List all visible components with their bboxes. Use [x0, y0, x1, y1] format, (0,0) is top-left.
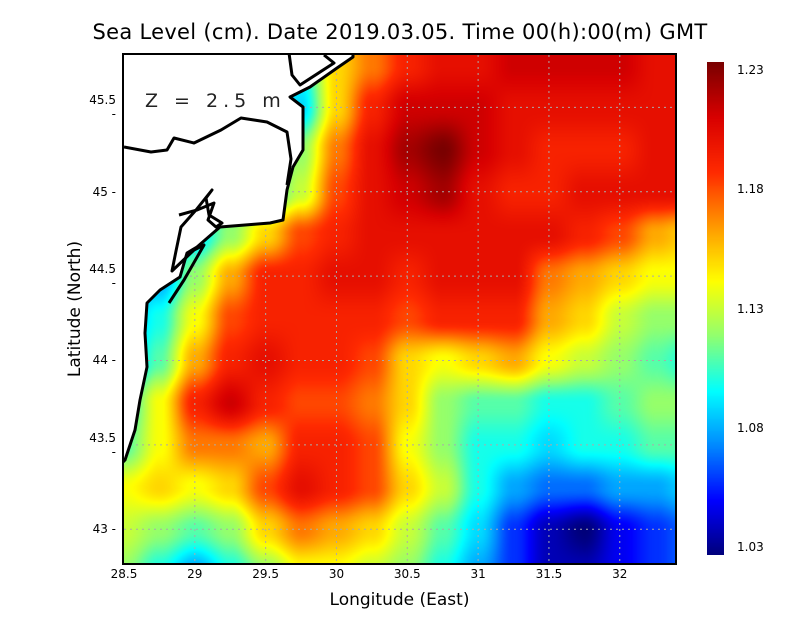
coastline-lagoon — [167, 188, 224, 304]
colorbar — [707, 62, 724, 555]
colorbar-label: 1.13 — [737, 301, 764, 316]
x-tick-label: 30.5 — [393, 567, 421, 581]
land-mass — [124, 55, 355, 464]
x-tick-label: 31.5 — [535, 567, 563, 581]
x-tick-label: 32 — [612, 567, 628, 581]
colorbar-label: 1.03 — [737, 540, 764, 554]
y-tick-label: 44.5 - — [89, 262, 116, 291]
colorbar-label: 1.18 — [737, 182, 764, 197]
map-plot-area: Z = 2.5 m — [124, 55, 675, 563]
y-tick-label: 43 - — [92, 522, 116, 537]
x-tick-label: 31 — [470, 567, 486, 581]
x-tick-label: 28.5 — [110, 567, 138, 581]
y-axis-label: Latitude (North) — [65, 240, 85, 378]
x-tick-label: 29.5 — [252, 567, 279, 581]
coastline-inlet — [287, 55, 336, 87]
map-overlay — [124, 55, 675, 563]
x-tick-label: 29 — [187, 567, 203, 581]
y-tick-label: 43.5 - — [89, 430, 116, 459]
x-axis-label: Longitude (East) — [329, 590, 470, 610]
chart-title: Sea Level (cm). Date 2019.03.05. Time 00… — [92, 20, 708, 44]
y-tick-label: 45.5 - — [89, 93, 116, 122]
colorbar-label: 1.08 — [737, 420, 764, 435]
plot-frame — [122, 53, 677, 565]
y-tick-label: 44 - — [92, 353, 116, 368]
depth-annotation: Z = 2.5 m — [145, 90, 286, 112]
coastline-lake — [124, 116, 293, 186]
x-tick-label: 30 — [328, 567, 345, 581]
y-tick-label: 45 - — [92, 184, 116, 199]
colorbar-label: 1.23 — [737, 63, 764, 77]
